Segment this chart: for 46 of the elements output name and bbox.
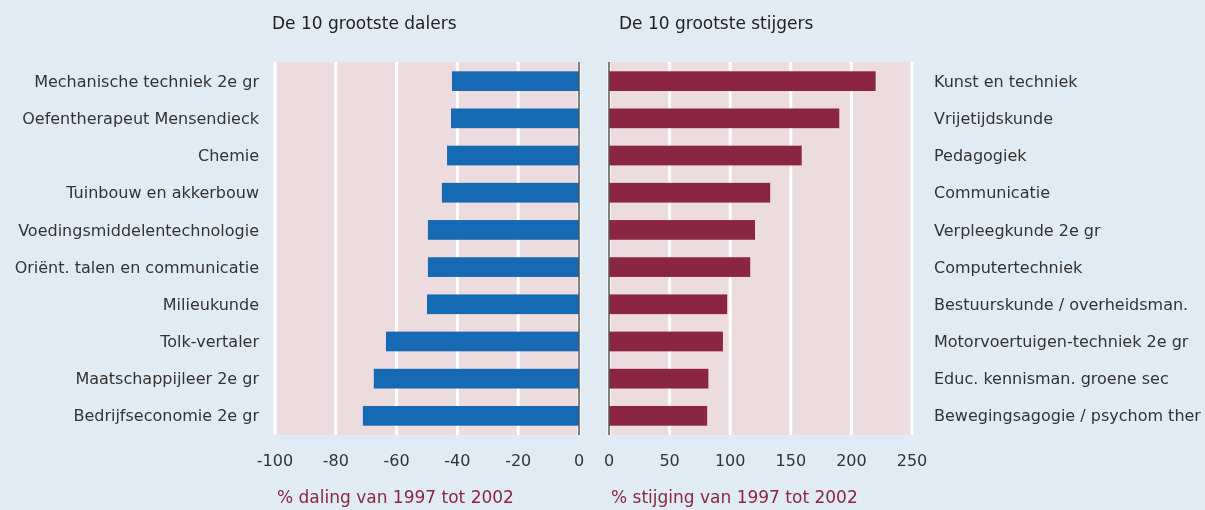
x-tick-label: 250 bbox=[896, 451, 928, 470]
y-tick-label: Maatschappijleer 2e gr bbox=[75, 369, 260, 389]
x-tick-label: -60 bbox=[383, 451, 410, 470]
bar bbox=[609, 294, 728, 315]
x-tick-label: -20 bbox=[505, 451, 532, 470]
y-tick-label: Chemie bbox=[197, 146, 259, 166]
y-tick-label: Computertechniek bbox=[934, 257, 1084, 277]
x-tick-label: 0 bbox=[573, 451, 585, 470]
x-tick-label: -80 bbox=[322, 451, 349, 470]
bar bbox=[609, 145, 802, 166]
y-tick-label: Bestuurskunde / overheidsman. bbox=[934, 294, 1189, 314]
x-tick-label: 200 bbox=[836, 451, 867, 470]
bar bbox=[609, 368, 709, 389]
y-tick-label: Motorvoertuigen-techniek 2e gr bbox=[934, 332, 1189, 352]
x-axis-title: % daling van 1997 tot 2002 bbox=[277, 487, 514, 507]
y-tick-label: Educ. kennisman. groene sec bbox=[934, 369, 1169, 389]
bar bbox=[609, 405, 708, 426]
x-tick-label: 0 bbox=[603, 451, 615, 470]
bar bbox=[609, 220, 756, 240]
bar bbox=[609, 71, 876, 92]
x-tick-label: 50 bbox=[659, 451, 680, 470]
y-tick-label: Mechanische techniek 2e gr bbox=[34, 71, 260, 91]
chart-title: De 10 grootste stijgers bbox=[619, 13, 814, 33]
x-tick-label: -100 bbox=[256, 451, 294, 470]
bar bbox=[609, 108, 840, 129]
y-tick-label: Bewegingsagogie / psychom ther bbox=[934, 406, 1202, 426]
y-tick-label: Communicatie bbox=[934, 183, 1051, 203]
y-tick-label: Milieukunde bbox=[162, 294, 259, 314]
chart-title: De 10 grootste dalers bbox=[272, 13, 457, 33]
y-tick-label: Voedingsmiddelentechnologie bbox=[18, 220, 259, 240]
y-tick-label: Tolk-vertaler bbox=[159, 332, 260, 352]
bar bbox=[609, 182, 771, 203]
y-tick-label: Oefentherapeut Mensendieck bbox=[22, 108, 260, 128]
x-tick-label: -40 bbox=[444, 451, 471, 470]
y-tick-label: Bedrijfseconomie 2e gr bbox=[73, 406, 260, 426]
y-tick-label: Vrijetijdskunde bbox=[934, 108, 1053, 128]
y-tick-label: Oriënt. talen en communicatie bbox=[14, 257, 259, 277]
x-tick-label: 150 bbox=[775, 451, 807, 470]
y-tick-label: Tuinbouw en akkerbouw bbox=[65, 183, 259, 203]
bar bbox=[609, 331, 723, 352]
x-axis-title: % stijging van 1997 tot 2002 bbox=[611, 487, 858, 507]
y-tick-label: Verpleegkunde 2e gr bbox=[934, 220, 1101, 240]
x-tick-label: 100 bbox=[714, 451, 746, 470]
y-tick-label: Pedagogiek bbox=[934, 146, 1028, 166]
y-tick-label: Kunst en techniek bbox=[934, 71, 1079, 91]
bar bbox=[609, 257, 751, 277]
